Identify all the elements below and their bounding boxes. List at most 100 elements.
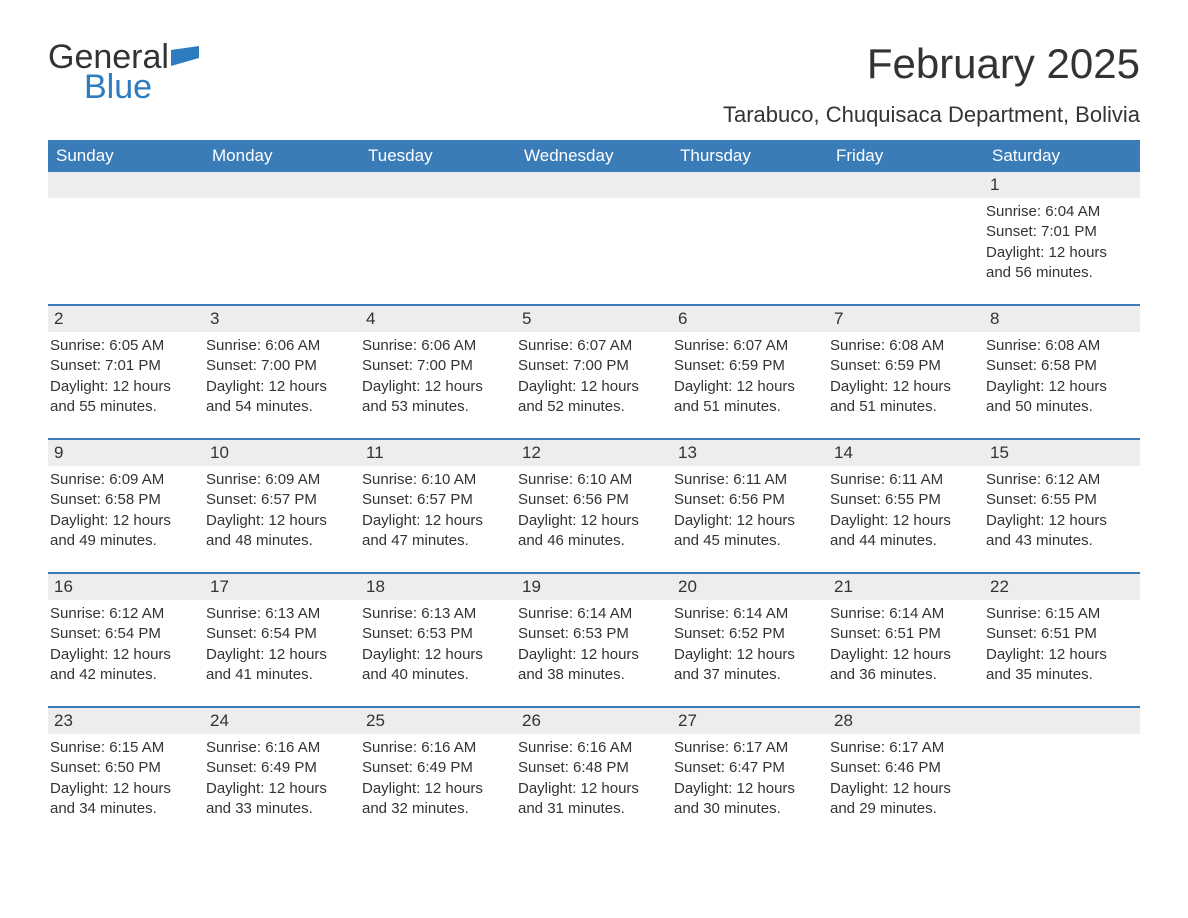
sunrise-text: Sunrise: 6:14 AM (674, 604, 822, 624)
brand-logo: General Blue (48, 40, 199, 107)
day-number (984, 708, 1140, 734)
sunrise-text: Sunrise: 6:08 AM (830, 336, 978, 356)
day-number: 11 (360, 440, 516, 466)
sunset-text: Sunset: 6:53 PM (518, 624, 666, 644)
daylight-text: Daylight: 12 hours and 56 minutes. (986, 243, 1134, 284)
sunrise-text: Sunrise: 6:10 AM (518, 470, 666, 490)
sunset-text: Sunset: 6:55 PM (830, 490, 978, 510)
calendar-page: General Blue February 2025 Tarabuco, Chu… (0, 0, 1188, 856)
calendar-day: 7Sunrise: 6:08 AMSunset: 6:59 PMDaylight… (828, 306, 984, 424)
calendar-day: 18Sunrise: 6:13 AMSunset: 6:53 PMDayligh… (360, 574, 516, 692)
sunrise-text: Sunrise: 6:13 AM (206, 604, 354, 624)
day-details: Sunrise: 6:10 AMSunset: 6:56 PMDaylight:… (516, 466, 672, 555)
sunset-text: Sunset: 7:01 PM (986, 222, 1134, 242)
calendar-day: 6Sunrise: 6:07 AMSunset: 6:59 PMDaylight… (672, 306, 828, 424)
calendar-day: 8Sunrise: 6:08 AMSunset: 6:58 PMDaylight… (984, 306, 1140, 424)
calendar-week: 16Sunrise: 6:12 AMSunset: 6:54 PMDayligh… (48, 572, 1140, 692)
sunset-text: Sunset: 7:00 PM (518, 356, 666, 376)
day-details: Sunrise: 6:06 AMSunset: 7:00 PMDaylight:… (360, 332, 516, 421)
calendar-day: 2Sunrise: 6:05 AMSunset: 7:01 PMDaylight… (48, 306, 204, 424)
calendar-day: 20 Sunrise: 6:14 AMSunset: 6:52 PMDayligh… (672, 574, 828, 692)
weekday-header: Wednesday (516, 140, 672, 172)
sunrise-text: Sunrise: 6:12 AM (986, 470, 1134, 490)
calendar-day (672, 172, 828, 290)
day-number (48, 172, 204, 198)
sunset-text: Sunset: 6:59 PM (830, 356, 978, 376)
daylight-text: Daylight: 12 hours and 54 minutes. (206, 377, 354, 418)
calendar-day (204, 172, 360, 290)
day-details: Sunrise: 6:07 AMSunset: 6:59 PMDaylight:… (672, 332, 828, 421)
day-number: 15 (984, 440, 1140, 466)
day-details (204, 198, 360, 206)
day-number: 22 (984, 574, 1140, 600)
day-details: Sunrise: 6:16 AMSunset: 6:49 PMDaylight:… (204, 734, 360, 823)
sunset-text: Sunset: 7:00 PM (362, 356, 510, 376)
day-details: Sunrise: 6:05 AMSunset: 7:01 PMDaylight:… (48, 332, 204, 421)
calendar-day (516, 172, 672, 290)
day-number: 17 (204, 574, 360, 600)
weekday-header-row: Sunday Monday Tuesday Wednesday Thursday… (48, 140, 1140, 172)
day-number (204, 172, 360, 198)
weekday-header: Sunday (48, 140, 204, 172)
daylight-text: Daylight: 12 hours and 34 minutes. (50, 779, 198, 820)
day-details: Sunrise: 6:13 AMSunset: 6:53 PMDaylight:… (360, 600, 516, 689)
sunset-text: Sunset: 6:51 PM (986, 624, 1134, 644)
sunrise-text: Sunrise: 6:14 AM (518, 604, 666, 624)
calendar-week: 23Sunrise: 6:15 AMSunset: 6:50 PMDayligh… (48, 706, 1140, 826)
weekday-header: Monday (204, 140, 360, 172)
sunset-text: Sunset: 6:52 PM (674, 624, 822, 644)
day-number: 25 (360, 708, 516, 734)
calendar-week: 9Sunrise: 6:09 AMSunset: 6:58 PMDaylight… (48, 438, 1140, 558)
day-number: 14 (828, 440, 984, 466)
sunrise-text: Sunrise: 6:07 AM (674, 336, 822, 356)
calendar-day (984, 708, 1140, 826)
daylight-text: Daylight: 12 hours and 37 minutes. (674, 645, 822, 686)
day-details (516, 198, 672, 206)
daylight-text: Daylight: 12 hours and 50 minutes. (986, 377, 1134, 418)
day-number: 1 (984, 172, 1140, 198)
sunset-text: Sunset: 6:57 PM (206, 490, 354, 510)
daylight-text: Daylight: 12 hours and 49 minutes. (50, 511, 198, 552)
title-block: February 2025 Tarabuco, Chuquisaca Depar… (723, 40, 1140, 128)
sunrise-text: Sunrise: 6:11 AM (674, 470, 822, 490)
calendar-day: 27Sunrise: 6:17 AMSunset: 6:47 PMDayligh… (672, 708, 828, 826)
day-number: 20 (672, 574, 828, 600)
daylight-text: Daylight: 12 hours and 36 minutes. (830, 645, 978, 686)
calendar-day: 13Sunrise: 6:11 AMSunset: 6:56 PMDayligh… (672, 440, 828, 558)
day-number: 6 (672, 306, 828, 332)
calendar-day: 26Sunrise: 6:16 AMSunset: 6:48 PMDayligh… (516, 708, 672, 826)
day-details: Sunrise: 6:08 AMSunset: 6:58 PMDaylight:… (984, 332, 1140, 421)
sunrise-text: Sunrise: 6:08 AM (986, 336, 1134, 356)
calendar-day: 19Sunrise: 6:14 AMSunset: 6:53 PMDayligh… (516, 574, 672, 692)
day-details: Sunrise: 6:11 AMSunset: 6:55 PMDaylight:… (828, 466, 984, 555)
day-details: Sunrise: 6:08 AMSunset: 6:59 PMDaylight:… (828, 332, 984, 421)
sunrise-text: Sunrise: 6:13 AM (362, 604, 510, 624)
day-details: Sunrise: 6:07 AMSunset: 7:00 PMDaylight:… (516, 332, 672, 421)
day-details: Sunrise: 6:15 AMSunset: 6:51 PMDaylight:… (984, 600, 1140, 689)
calendar-day: 22Sunrise: 6:15 AMSunset: 6:51 PMDayligh… (984, 574, 1140, 692)
weekday-header: Thursday (672, 140, 828, 172)
sunset-text: Sunset: 6:55 PM (986, 490, 1134, 510)
calendar-day (828, 172, 984, 290)
day-number: 7 (828, 306, 984, 332)
daylight-text: Daylight: 12 hours and 51 minutes. (674, 377, 822, 418)
sunset-text: Sunset: 6:57 PM (362, 490, 510, 510)
daylight-text: Daylight: 12 hours and 53 minutes. (362, 377, 510, 418)
calendar-day: 28Sunrise: 6:17 AMSunset: 6:46 PMDayligh… (828, 708, 984, 826)
day-details (984, 734, 1140, 742)
flag-icon (171, 46, 199, 66)
logo-word-blue: Blue (84, 68, 199, 107)
sunrise-text: Sunrise: 6:09 AM (206, 470, 354, 490)
daylight-text: Daylight: 12 hours and 44 minutes. (830, 511, 978, 552)
calendar-day: 5Sunrise: 6:07 AMSunset: 7:00 PMDaylight… (516, 306, 672, 424)
sunrise-text: Sunrise: 6:17 AM (674, 738, 822, 758)
daylight-text: Daylight: 12 hours and 48 minutes. (206, 511, 354, 552)
daylight-text: Daylight: 12 hours and 43 minutes. (986, 511, 1134, 552)
daylight-text: Daylight: 12 hours and 42 minutes. (50, 645, 198, 686)
day-details: Sunrise: 6:10 AMSunset: 6:57 PMDaylight:… (360, 466, 516, 555)
day-number: 2 (48, 306, 204, 332)
day-details: Sunrise: 6:16 AMSunset: 6:48 PMDaylight:… (516, 734, 672, 823)
sunrise-text: Sunrise: 6:11 AM (830, 470, 978, 490)
day-number: 12 (516, 440, 672, 466)
sunset-text: Sunset: 6:51 PM (830, 624, 978, 644)
